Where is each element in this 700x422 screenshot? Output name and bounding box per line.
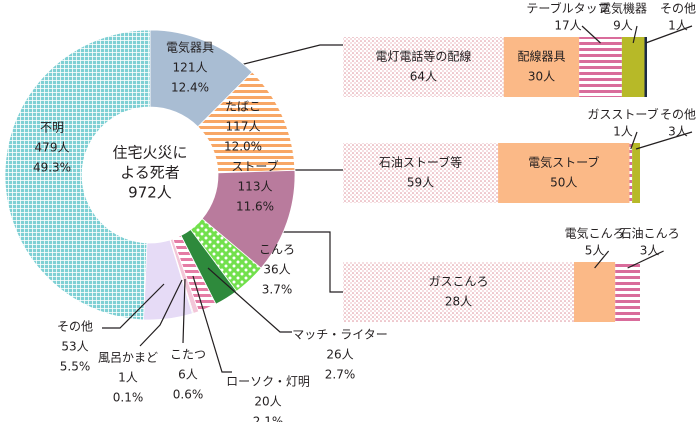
bar-segment (579, 37, 622, 97)
bar-segment (615, 262, 640, 322)
leader-line (594, 250, 610, 269)
bar-label: 電気こんろ (565, 226, 625, 241)
segment-percent: 49.3% (33, 161, 71, 175)
bar-segment (574, 262, 616, 322)
segment-label: こたつ (170, 348, 206, 362)
segment-percent: 0.1% (113, 391, 144, 405)
segment-value: 6人 (178, 368, 198, 382)
bar-value: 9人 (613, 19, 633, 33)
bar-value: 1人 (613, 125, 633, 139)
segment-value: 36人 (263, 263, 290, 277)
leader-line (102, 283, 165, 329)
bar-segment (644, 37, 647, 97)
segment-label: 不明 (40, 121, 64, 135)
bar-value: 17人 (554, 19, 581, 33)
bar-label: ガスストーブ (587, 107, 658, 122)
segment-label: その他 (57, 320, 93, 334)
segment-percent: 0.6% (173, 388, 204, 402)
bar-label: その他 (660, 108, 696, 122)
bar-segment (632, 143, 640, 203)
bar-value: 5人 (585, 244, 605, 258)
bar-segment (343, 37, 504, 97)
segment-label: こんろ (259, 243, 295, 257)
bar-label: 配線器具 (517, 49, 565, 64)
bar-label: テーブルタップ (526, 1, 609, 16)
bar-segment (629, 143, 633, 203)
donut-hole (83, 108, 217, 242)
segment-label: ローソク・灯明 (226, 375, 310, 389)
leader-line (581, 25, 601, 44)
bar-segment (343, 262, 574, 322)
bar-label: 電気機器 (599, 1, 647, 16)
bar-label: その他 (660, 2, 696, 16)
segment-percent: 5.5% (60, 360, 91, 374)
leader-line (627, 250, 664, 269)
center-total: 972人 (128, 184, 172, 202)
segment-percent: 2.1% (253, 415, 284, 422)
leader-line (207, 267, 292, 333)
leader-line (139, 279, 183, 347)
bar-segment (498, 143, 630, 203)
bar-label: 電灯電話等の配線 (375, 49, 471, 64)
donut-segment (4, 29, 151, 321)
segment-label: ストーブ (231, 159, 278, 174)
segment-percent: 12.0% (224, 140, 262, 154)
bar-value: 59人 (407, 176, 434, 190)
segment-value: 113人 (238, 180, 273, 194)
bar-value: 50人 (550, 176, 577, 190)
segment-percent: 3.7% (262, 283, 293, 297)
connector (227, 44, 343, 69)
segment-label: たばこ (225, 100, 261, 114)
segment-value: 1人 (118, 371, 138, 385)
segment-value: 479人 (35, 141, 70, 155)
leader-line (630, 131, 638, 150)
connector (250, 231, 343, 293)
bar-value: 64人 (410, 70, 437, 84)
bar-value: 30人 (528, 70, 555, 84)
segment-percent: 12.4% (171, 81, 209, 95)
bar-segment (621, 37, 645, 97)
segment-percent: 2.7% (325, 368, 356, 382)
leader-line (192, 275, 232, 373)
leader-line (182, 278, 186, 344)
segment-value: 26人 (326, 348, 353, 362)
center-title: 住宅火災に (112, 144, 187, 162)
bar-segment (503, 37, 580, 97)
center-title: よる死者 (120, 164, 180, 182)
bar-segment (343, 143, 499, 203)
bar-label: 電気ストーブ (528, 155, 599, 170)
bar-label: 石油ストーブ等 (379, 155, 462, 170)
segment-value: 117人 (226, 120, 261, 134)
segment-value: 121人 (173, 61, 208, 75)
segment-value: 53人 (61, 340, 88, 354)
bar-value: 28人 (445, 295, 472, 309)
leader-line (645, 25, 693, 44)
bar-value: 1人 (668, 19, 688, 33)
bar-value: 3人 (640, 244, 660, 258)
segment-label: マッチ・ライター (292, 328, 388, 342)
segment-label: 風呂かまど (98, 351, 158, 365)
leader-line (635, 131, 693, 150)
segment-value: 20人 (254, 395, 281, 409)
segment-label: 電気器具 (166, 40, 214, 55)
leader-line (632, 25, 638, 44)
bar-label: 石油こんろ (620, 227, 680, 241)
bar-label: ガスこんろ (428, 275, 488, 289)
segment-percent: 11.6% (236, 200, 274, 214)
